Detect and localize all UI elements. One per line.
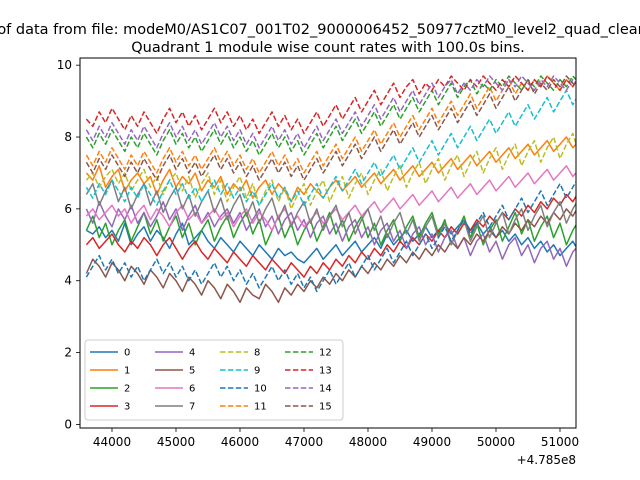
- plot-frame: [79, 57, 577, 429]
- x-tick-label: 48000: [349, 435, 387, 449]
- x-tick-label: 49000: [413, 435, 451, 449]
- legend-label-1: 1: [124, 366, 130, 377]
- legend-label-15: 15: [319, 402, 332, 413]
- legend-label-12: 12: [319, 348, 332, 359]
- y-tick-label: 8: [64, 130, 72, 144]
- legend-label-8: 8: [254, 348, 260, 359]
- x-tick-label: 45000: [157, 435, 195, 449]
- legend-box: [84, 339, 344, 421]
- y-tick-label: 6: [64, 202, 72, 216]
- legend-label-7: 7: [189, 402, 195, 413]
- legend-label-4: 4: [189, 348, 195, 359]
- legend-label-14: 14: [319, 384, 332, 395]
- series-line-13: [85, 75, 576, 135]
- series-line-6: [85, 165, 576, 232]
- series-line-5: [85, 208, 576, 304]
- series-line-14: [85, 75, 576, 149]
- series-lines: [85, 75, 576, 304]
- series-line-2: [85, 211, 576, 246]
- y-tick-label: 2: [64, 346, 72, 360]
- series-line-1: [85, 136, 576, 203]
- y-axis: 0 2 4 6 8 10: [57, 58, 80, 431]
- x-axis: 44000 45000 46000 47000 48000 49000 50000 51000: [93, 428, 579, 449]
- legend-label-2: 2: [124, 384, 130, 395]
- y-tick-label: 0: [64, 417, 72, 431]
- legend-label-9: 9: [254, 366, 260, 377]
- legend-label-13: 13: [319, 366, 332, 377]
- legend-label-0: 0: [124, 348, 130, 359]
- figure-suptitle: Plot of data from file: modeM0/AS1C07_00…: [0, 22, 640, 38]
- series-line-0: [86, 218, 576, 264]
- x-tick-label: 51000: [541, 435, 579, 449]
- legend-label-11: 11: [254, 402, 267, 413]
- series-line-3: [85, 193, 576, 278]
- y-tick-label: 4: [64, 274, 72, 288]
- x-tick-label: 46000: [221, 435, 259, 449]
- legend-label-6: 6: [189, 384, 195, 395]
- chart-title: Quadrant 1 module wise count rates with …: [131, 40, 525, 56]
- legend-label-5: 5: [189, 366, 195, 377]
- x-tick-label: 50000: [477, 435, 515, 449]
- x-offset-label: +4.785e8: [517, 453, 576, 467]
- x-tick-label: 44000: [93, 435, 131, 449]
- y-tick-label: 10: [57, 58, 72, 72]
- legend-label-10: 10: [254, 384, 267, 395]
- x-tick-label: 47000: [285, 435, 323, 449]
- series-line-15: [85, 75, 576, 181]
- series-line-8: [85, 132, 576, 210]
- legend-label-3: 3: [124, 402, 130, 413]
- series-line-7: [85, 179, 576, 246]
